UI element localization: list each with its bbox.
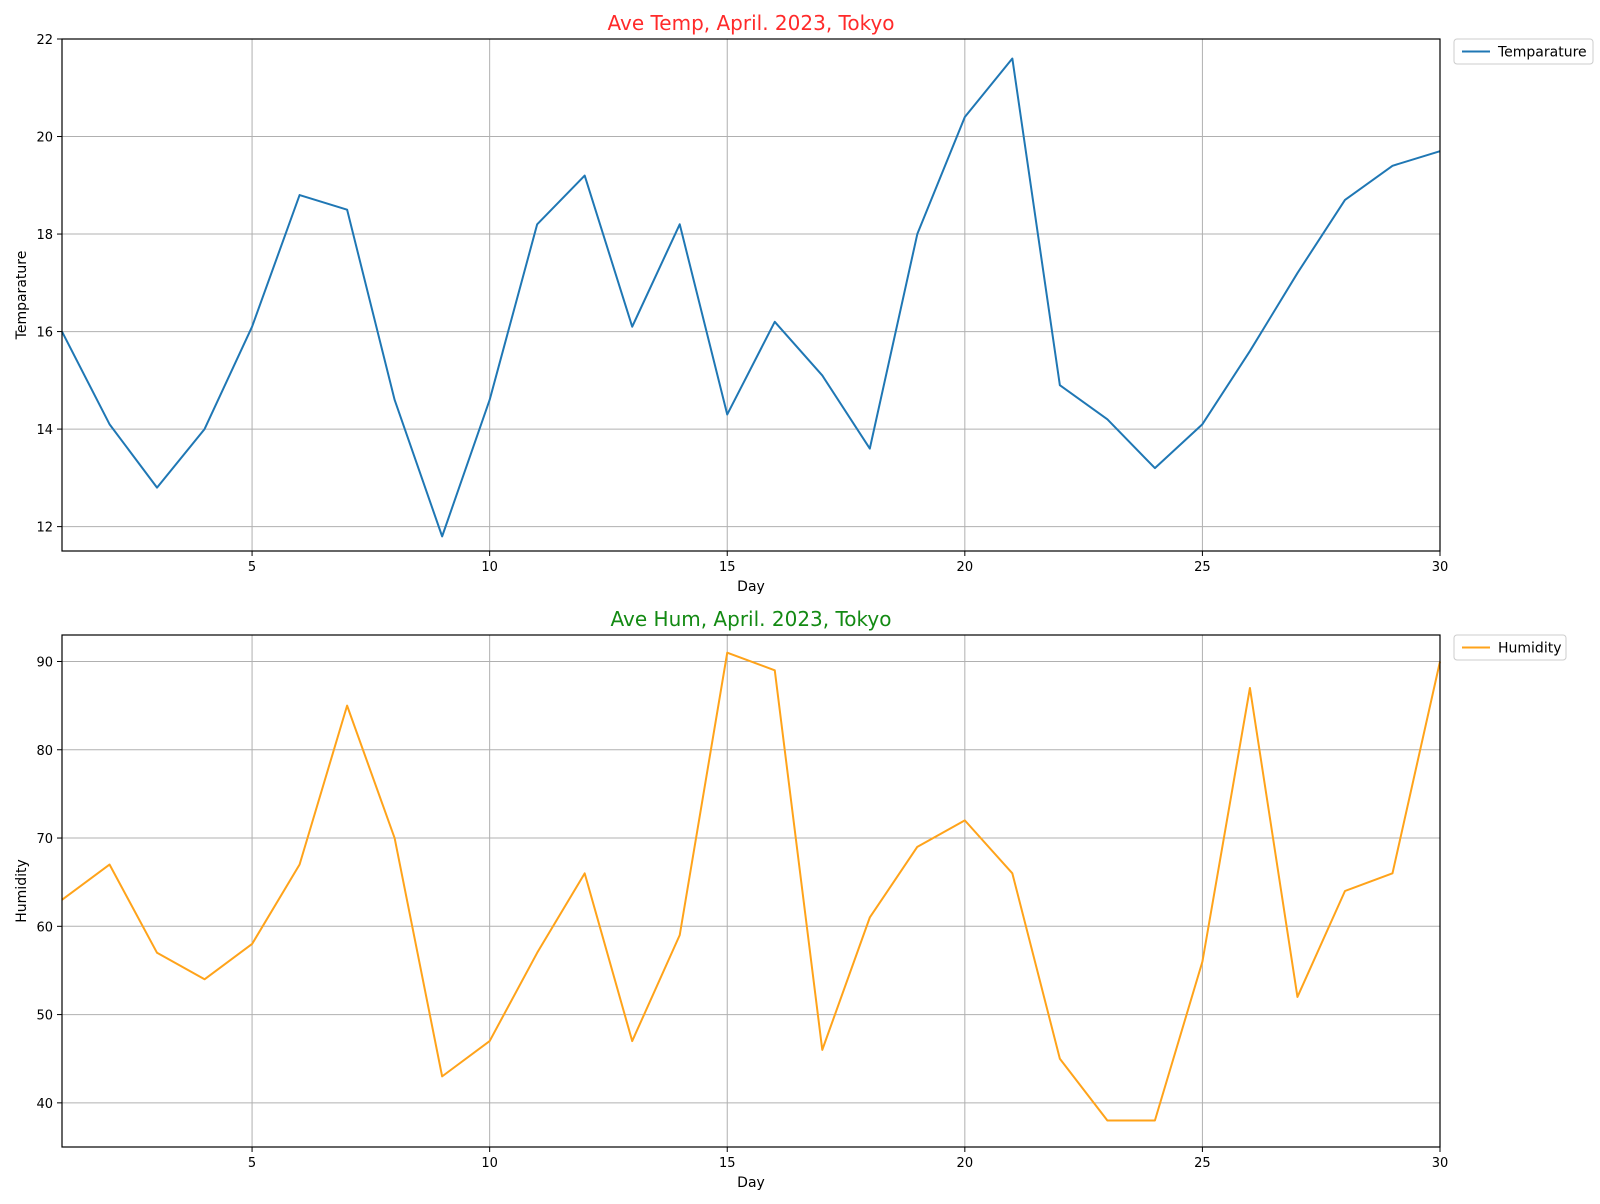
y-tick-label: 12 [36,521,53,536]
legend-box [1453,38,1594,65]
series-line-humidity [61,651,1441,1122]
chart-title: Ave Hum, April. 2023, Tokyo [611,607,892,631]
x-tick-label: 30 [1432,560,1449,575]
y-tick-label: 14 [36,423,53,438]
x-tick-label: 20 [957,560,974,575]
x-tick-label: 30 [1432,1156,1449,1171]
x-tick-label: 25 [1194,1156,1211,1171]
plot-frame [61,38,1441,552]
x-tick-label: 20 [957,1156,974,1171]
x-axis-label: Day [737,1175,765,1191]
y-tick-label: 70 [36,832,53,847]
y-tick-label: 16 [36,326,53,341]
y-tick-label: 22 [36,33,53,48]
x-tick-label: 5 [248,1156,256,1171]
y-tick-label: 40 [36,1097,53,1112]
x-tick-label: 10 [481,560,498,575]
chart-title: Ave Temp, April. 2023, Tokyo [607,11,894,35]
plot-frame [61,634,1441,1148]
y-tick-label: 80 [36,744,53,759]
y-axis-label: Humidity [14,859,30,922]
legend-label: Humidity [1498,641,1561,657]
x-axis-label: Day [737,579,765,595]
x-tick-label: 25 [1194,560,1211,575]
legend-box [1453,634,1567,661]
y-tick-label: 18 [36,228,53,243]
y-tick-label: 60 [36,920,53,935]
legend-label: Temparature [1497,45,1587,61]
y-tick-label: 90 [36,655,53,670]
y-axis-label: Temparature [14,251,30,341]
x-tick-label: 15 [719,560,736,575]
x-tick-label: 10 [481,1156,498,1171]
x-tick-label: 15 [719,1156,736,1171]
x-tick-label: 5 [248,560,256,575]
series-line-temparature [61,57,1441,538]
y-tick-label: 20 [36,131,53,146]
subplot-1: 5 10 15 20 25 30 12 14 16 18 20 22 Ave Temp, April. … [14,11,1594,595]
subplot-2: 5 10 15 20 25 30 40 50 60 70 80 90 Ave Hum, April. 2… [14,607,1567,1191]
y-tick-label: 50 [36,1009,53,1024]
